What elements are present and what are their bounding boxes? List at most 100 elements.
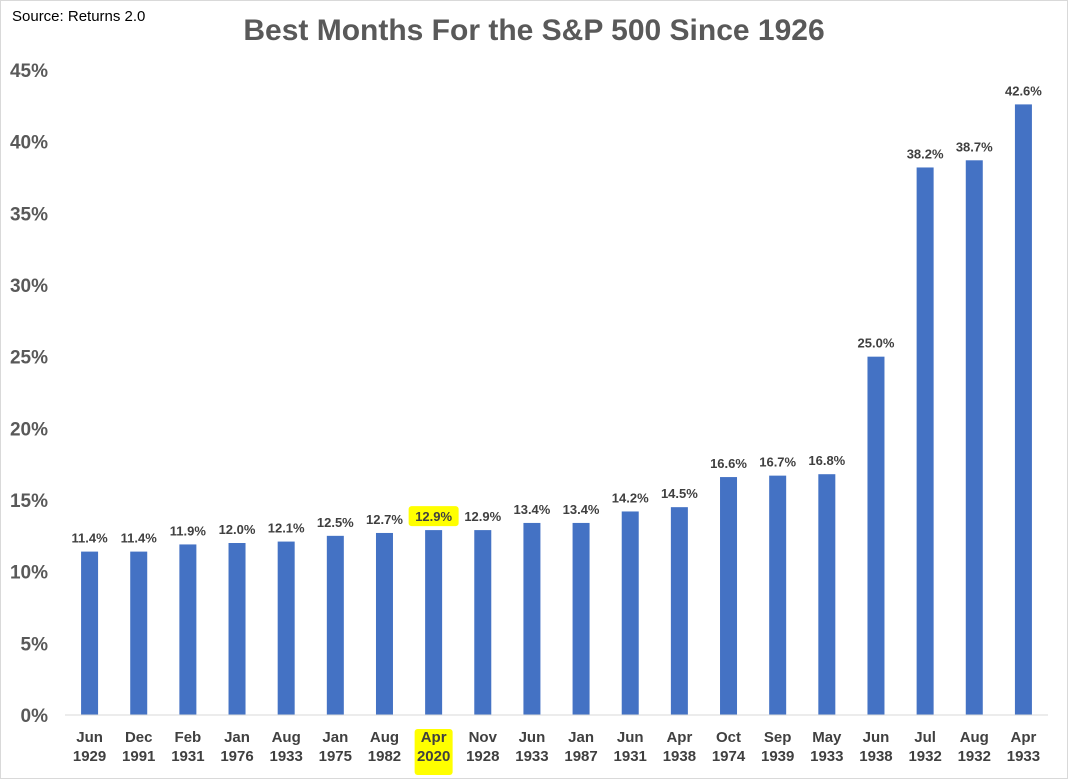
y-tick-label: 45% [10, 61, 48, 82]
data-label: 13.4% [563, 502, 600, 517]
x-tick-label-month: Jul [914, 729, 936, 746]
bar [965, 160, 983, 716]
y-tick-label: 30% [10, 276, 48, 297]
x-tick-label-year: 1932 [908, 748, 941, 765]
x-tick-label-year: 1929 [73, 748, 106, 765]
bar [621, 511, 639, 715]
y-tick-label: 20% [10, 419, 48, 440]
data-label: 38.7% [956, 139, 993, 154]
x-tick-label-year: 1931 [614, 748, 647, 765]
bar [326, 535, 344, 715]
bar [81, 551, 99, 715]
bar [425, 530, 443, 715]
x-tick-label-month: May [812, 729, 842, 746]
data-label: 42.6% [1005, 83, 1042, 98]
bar [867, 356, 885, 715]
x-tick-label-year: 1987 [564, 748, 597, 765]
bar [1014, 104, 1032, 715]
bar [818, 474, 836, 715]
x-tick-label-month: Oct [716, 729, 741, 746]
x-tick-label-month: Aug [370, 729, 399, 746]
y-tick-label: 0% [21, 706, 49, 727]
x-tick-label-month: Jun [76, 729, 103, 746]
x-tick-label-month: Jun [863, 729, 890, 746]
y-tick-label: 25% [10, 348, 48, 369]
x-tick-label-year: 1933 [810, 748, 843, 765]
data-label: 16.8% [808, 453, 845, 468]
data-label: 11.4% [71, 531, 108, 546]
x-tick-label-month: Dec [125, 729, 153, 746]
highlight-layer [408, 506, 459, 775]
source-note: Source: Returns 2.0 [12, 8, 146, 25]
data-label: 11.9% [170, 523, 207, 538]
data-label: 14.2% [612, 490, 649, 505]
x-tick-label-year: 1932 [958, 748, 991, 765]
data-label: 12.9% [415, 509, 452, 524]
data-label: 12.7% [366, 512, 403, 527]
bar [769, 475, 787, 715]
x-tick-label-year: 1982 [368, 748, 401, 765]
x-tick-label-month: Jan [322, 729, 348, 746]
x-tick-label-year: 1974 [712, 748, 746, 765]
x-tick-label-year: 1938 [663, 748, 696, 765]
y-tick-label: 10% [10, 563, 48, 584]
x-tick-label-month: Aug [960, 729, 989, 746]
x-tick-label-month: Jan [568, 729, 594, 746]
x-tick-label-month: Sep [764, 729, 792, 746]
bar [670, 507, 688, 715]
x-tick-label-month: Apr [421, 729, 447, 746]
x-tick-label-year: 1976 [220, 748, 253, 765]
y-tick-label: 5% [21, 634, 49, 655]
x-tick-label-month: Nov [469, 729, 498, 746]
bar [179, 544, 197, 715]
data-label: 12.1% [268, 521, 305, 536]
x-tick-label-month: Feb [175, 729, 202, 746]
x-tick-label-year: 1928 [466, 748, 499, 765]
bars-layer [81, 104, 1032, 716]
x-tick-label-year: 1938 [859, 748, 892, 765]
bar [277, 541, 295, 715]
x-tick-label-year: 1933 [269, 748, 302, 765]
x-tick-label-month: Aug [272, 729, 301, 746]
x-tick-label-year: 1933 [1007, 748, 1040, 765]
data-label: 12.5% [317, 515, 354, 530]
bar [916, 167, 934, 715]
x-axis: Jun 1929 Dec 1991 Feb 1931 Jan 1976 Aug 1933 Jan 19… [65, 714, 1048, 765]
x-tick-label-month: Jun [617, 729, 644, 746]
data-label: 16.6% [710, 456, 747, 471]
bar [523, 522, 541, 715]
bar [375, 532, 393, 715]
data-label: 11.4% [121, 531, 158, 546]
bar [130, 551, 148, 715]
data-label: 16.7% [759, 455, 796, 470]
x-tick-label-month: Jun [519, 729, 546, 746]
data-label: 12.9% [464, 509, 501, 524]
bar [572, 522, 590, 715]
x-tick-label-year: 1933 [515, 748, 548, 765]
x-tick-label-month: Apr [1011, 729, 1037, 746]
x-tick-label-month: Apr [666, 729, 692, 746]
x-tick-label-year: 1975 [319, 748, 352, 765]
y-axis: 0% 5% 10% 15% 20% 25% 30% 35% 40% 45% [10, 61, 48, 727]
data-label: 13.4% [513, 502, 550, 517]
data-label-highlight [408, 506, 459, 527]
bar [474, 530, 492, 715]
data-label: 14.5% [661, 486, 698, 501]
data-label: 38.2% [907, 146, 944, 161]
y-tick-label: 15% [10, 491, 48, 512]
chart-title: Best Months For the S&P 500 Since 1926 [243, 14, 825, 47]
category-label-highlight [414, 729, 453, 775]
data-labels-layer: 11.4% 11.4% 11.9% 12.0% 12.1% 12.5% 12.7% 12.9%… [71, 83, 1042, 545]
x-tick-label-year: 1991 [122, 748, 155, 765]
x-tick-label-year: 1931 [171, 748, 204, 765]
bar [228, 543, 246, 715]
x-tick-label-year: 2020 [417, 748, 450, 765]
data-label: 25.0% [858, 336, 895, 351]
y-tick-label: 40% [10, 133, 48, 154]
y-tick-label: 35% [10, 204, 48, 225]
x-tick-label-month: Jan [224, 729, 250, 746]
x-tick-label-year: 1939 [761, 748, 794, 765]
bar [720, 477, 738, 715]
data-label: 12.0% [219, 522, 256, 537]
